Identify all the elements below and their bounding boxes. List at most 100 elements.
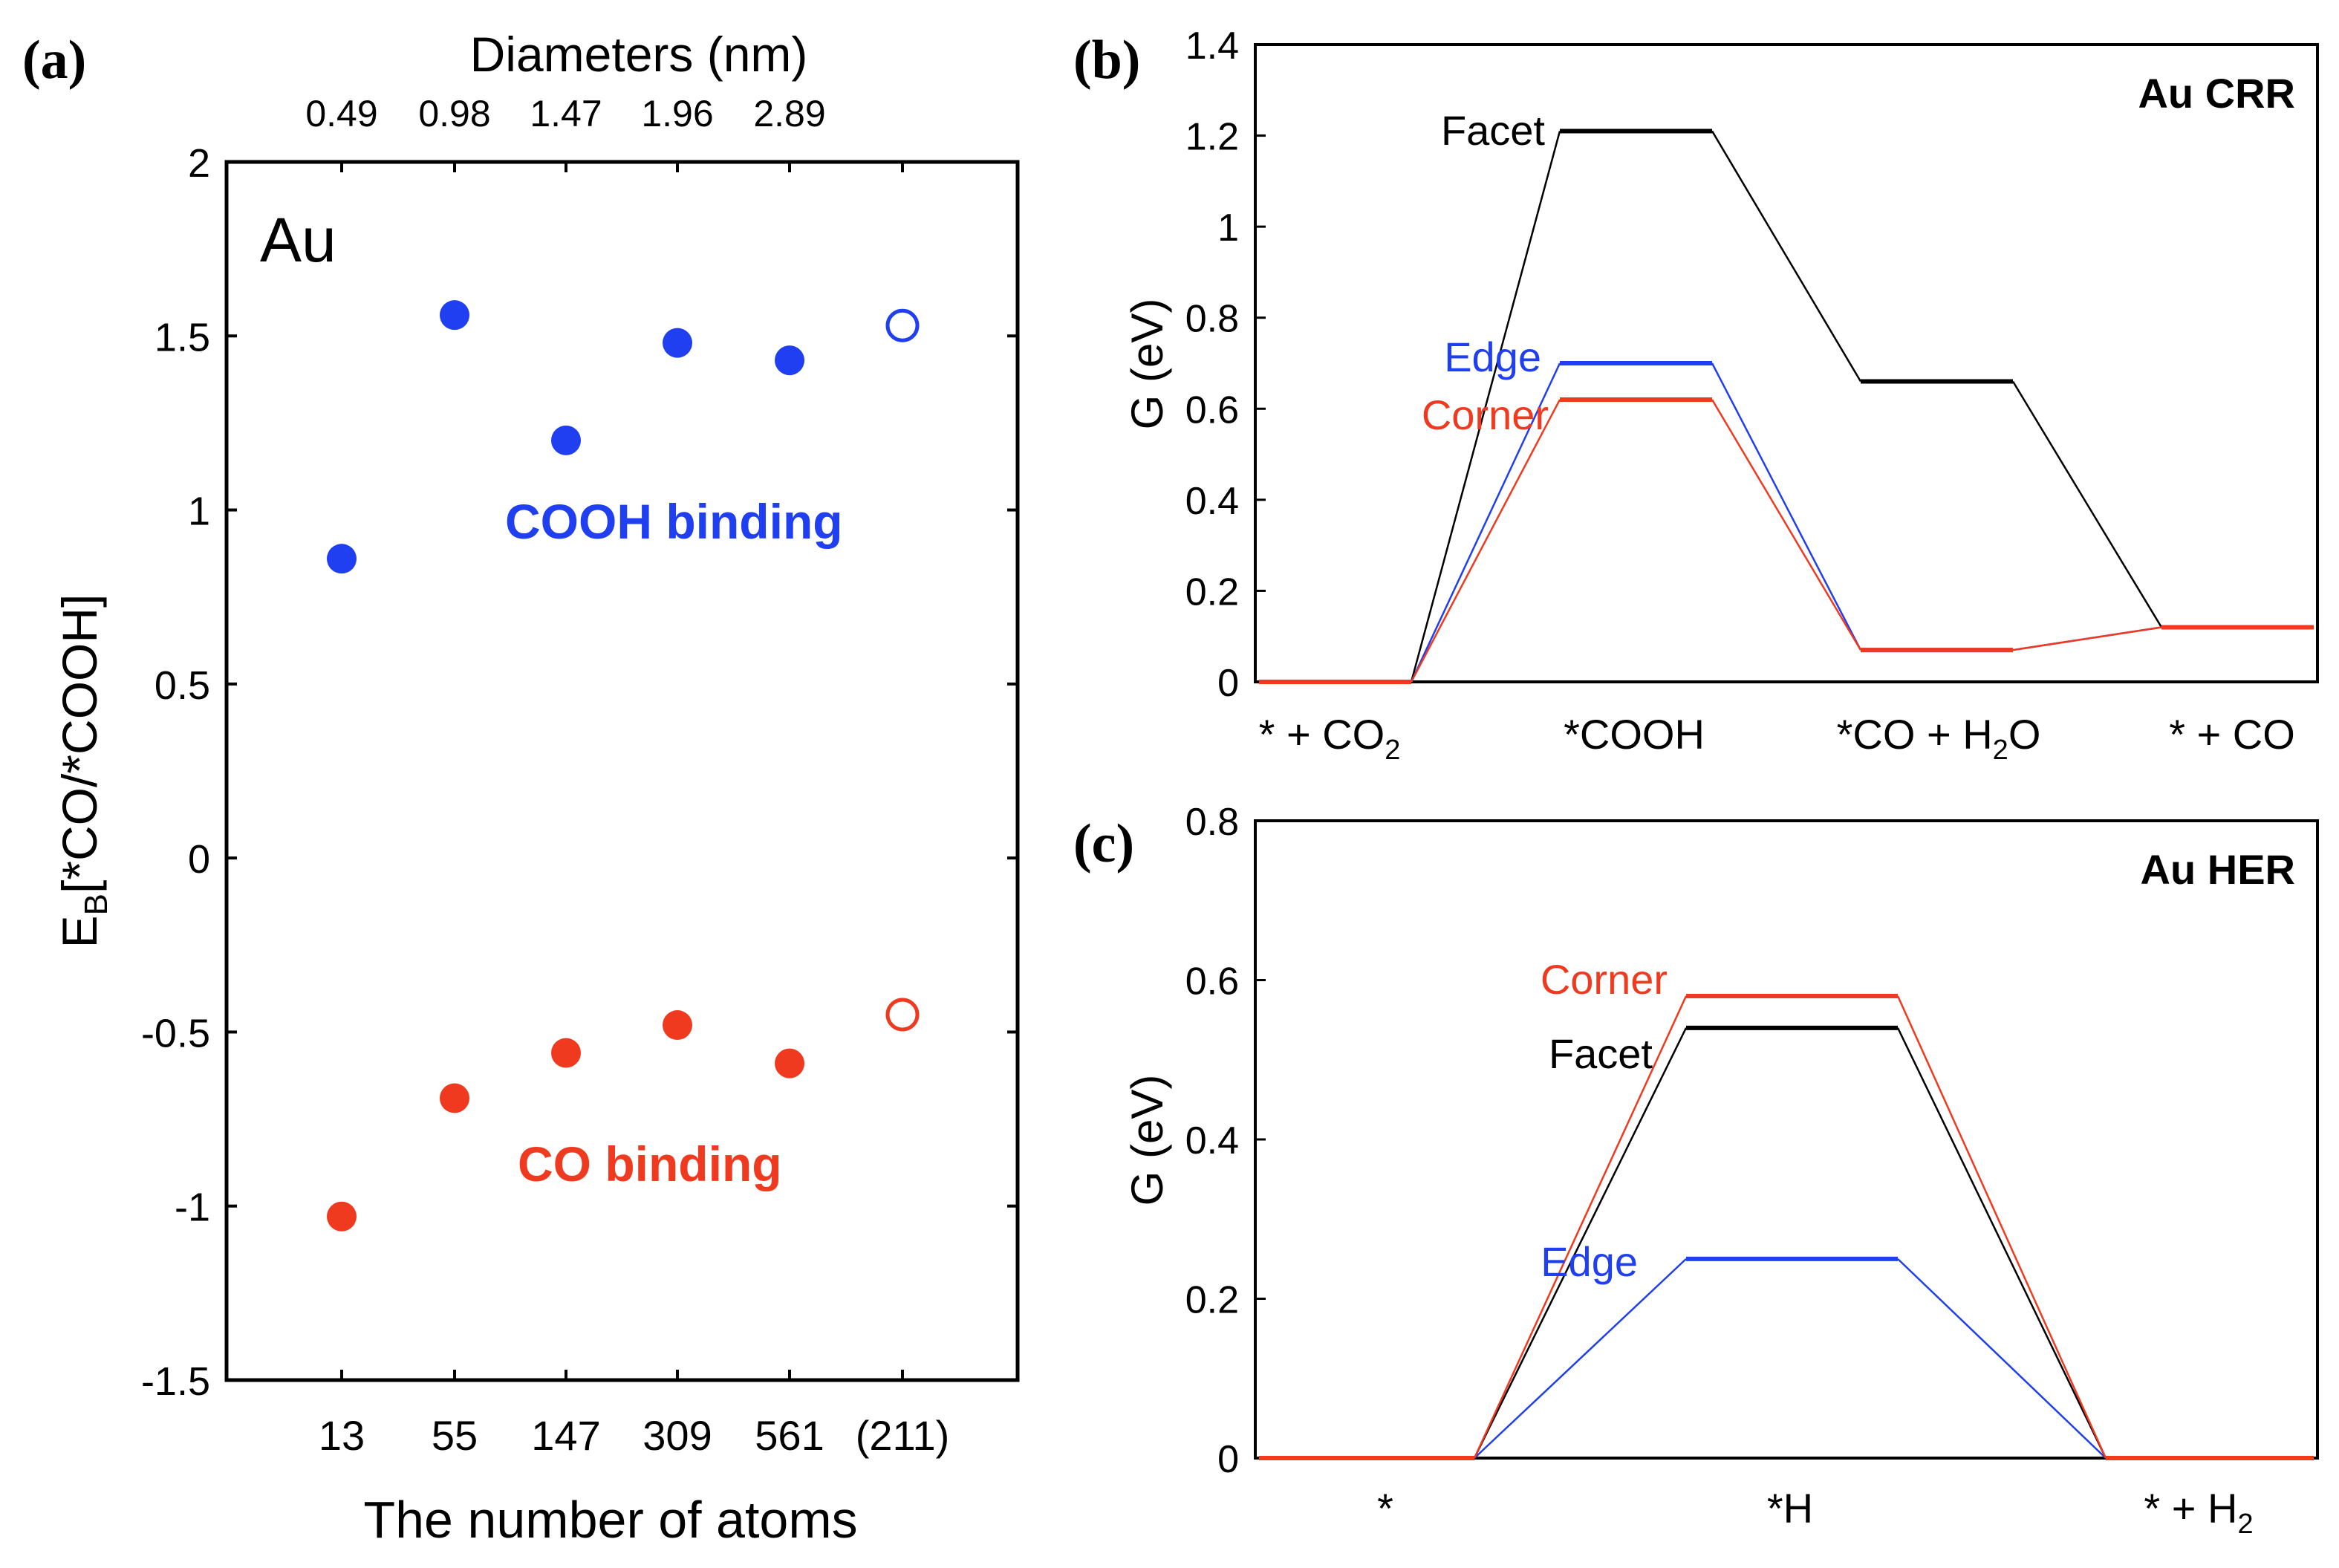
plot-frame-b xyxy=(1254,43,2319,683)
connector-edge xyxy=(1897,1258,2107,1459)
connector-facet xyxy=(1711,130,1862,383)
state-co: * + CO xyxy=(2169,711,2295,758)
y-tick-label: -1.5 xyxy=(141,1359,210,1404)
panel-a: (a) Diameters (nm) 0.49 0.98 1.47 1.96 2.89 … xyxy=(22,27,1020,1549)
legend-corner-b: Corner xyxy=(1422,391,1549,438)
y-tick-label: 0.6 xyxy=(1185,388,1239,432)
connector-corner xyxy=(1473,995,1688,1459)
y-tick-label: -1 xyxy=(175,1185,210,1230)
panel-c-title: Au HER xyxy=(2141,846,2295,893)
energy-paths-b xyxy=(1259,129,2314,684)
y-tick-label: 0.8 xyxy=(1185,801,1239,844)
panel-b: (b) Au CRR G (eV) 1.4 1.2 1 0.8 0.6 0.4 0.2 0 *… xyxy=(1073,25,2319,766)
connector-facet xyxy=(2011,380,2163,628)
annotation-co: CO binding xyxy=(518,1136,782,1191)
cooh-point xyxy=(663,328,692,358)
x-axis-ticks-a: 13 55 147 309 561 (211) xyxy=(319,162,949,1459)
co-point xyxy=(440,1083,469,1113)
y-tick-label: 0.5 xyxy=(154,663,210,708)
top-tick-label: 2.89 xyxy=(753,93,825,134)
co-point xyxy=(775,1048,804,1079)
connector-facet xyxy=(1473,1027,1688,1459)
y-tick-label: 0.4 xyxy=(1185,1119,1239,1162)
plot-frame-a xyxy=(224,160,1020,1382)
connector-edge xyxy=(1474,1258,1687,1459)
y-tick-label: 0.4 xyxy=(1185,480,1239,523)
element-label: Au xyxy=(260,205,336,275)
y-label-rest: [*CO/*COOH] xyxy=(52,594,107,894)
co-point xyxy=(885,998,920,1032)
panel-a-label: (a) xyxy=(22,30,86,91)
x-axis-states-c: * *H * + H2 xyxy=(1377,1485,2254,1540)
x-axis-title-a: The number of atoms xyxy=(363,1491,857,1549)
connector-edge xyxy=(1410,362,1561,683)
x-axis-states-b: * + CO2 *COOH *CO + H2O * + CO xyxy=(1259,711,2295,766)
y-axis-ticks-a: 2 1.5 1 0.5 0 -0.5 -1 -1.5 xyxy=(141,141,1018,1404)
y-tick-label: 1.4 xyxy=(1185,25,1239,68)
y-tick-label: 1 xyxy=(1217,206,1239,250)
annotation-cooh: COOH binding xyxy=(505,494,843,549)
x-tick-label: 561 xyxy=(755,1412,824,1459)
co-point xyxy=(551,1038,581,1068)
connector-edge xyxy=(1711,362,1862,651)
legend-facet-b: Facet xyxy=(1441,107,1545,154)
co-point xyxy=(663,1010,692,1041)
co-point xyxy=(327,1201,357,1232)
connector-corner xyxy=(1896,995,2107,1459)
panel-b-title: Au CRR xyxy=(2138,70,2295,117)
y-tick-label: 1.2 xyxy=(1185,116,1239,159)
energy-paths-c xyxy=(1259,993,2314,1460)
legend-facet-c: Facet xyxy=(1549,1030,1653,1077)
legend-corner-c: Corner xyxy=(1541,956,1668,1003)
x-tick-label: 147 xyxy=(531,1412,600,1459)
cooh-point xyxy=(440,300,469,331)
x-tick-label: 55 xyxy=(432,1412,478,1459)
state-cooh: *COOH xyxy=(1564,711,1705,758)
y-tick-label: 0.6 xyxy=(1185,960,1239,1003)
cooh-point xyxy=(327,544,357,574)
top-axis-title: Diameters (nm) xyxy=(470,27,808,82)
state-h: *H xyxy=(1767,1485,1813,1532)
x-tick-label: (211) xyxy=(856,1412,950,1459)
y-axis-title-a: EB[*CO/*COOH] xyxy=(52,594,114,949)
y-tick-label: 0.2 xyxy=(1185,1279,1239,1322)
y-label-subscript: B xyxy=(78,894,114,915)
panel-c: (c) Au HER G (eV) 0.8 0.6 0.4 0.2 0 * *H * +… xyxy=(1073,801,2319,1540)
y-tick-label: 1.5 xyxy=(154,315,210,360)
plot-frame-c xyxy=(1254,819,2319,1460)
y-tick-label: 0.2 xyxy=(1185,570,1239,614)
cooh-point xyxy=(775,345,804,376)
top-tick-label: 0.98 xyxy=(418,93,490,134)
y-tick-label: 1 xyxy=(188,489,210,534)
y-axis-title-b: G (eV) xyxy=(1122,299,1172,430)
connector-corner xyxy=(1410,399,1561,683)
connector-facet xyxy=(1410,131,1561,683)
x-tick-label: 13 xyxy=(319,1412,365,1459)
state-co-h2o: *CO + H2O xyxy=(1837,711,2041,766)
cooh-point xyxy=(551,425,581,455)
legend-edge-b: Edge xyxy=(1444,334,1541,380)
legend-edge-c: Edge xyxy=(1541,1238,1638,1285)
state-h2: * + H2 xyxy=(2144,1485,2253,1540)
panel-c-label: (c) xyxy=(1073,813,1134,874)
y-axis-title-c: G (eV) xyxy=(1122,1075,1172,1206)
y-label-main: E xyxy=(52,915,107,948)
state-star: * xyxy=(1377,1485,1393,1532)
connector-corner xyxy=(1711,399,1862,651)
y-tick-label: -0.5 xyxy=(141,1011,210,1055)
state-co2: * + CO2 xyxy=(1259,711,1401,766)
data-points-a xyxy=(327,300,920,1232)
y-tick-label: 0 xyxy=(1217,1438,1239,1481)
top-tick-label: 0.49 xyxy=(305,93,377,134)
connector-corner xyxy=(2012,626,2162,651)
y-axis-ticks-b: 1.4 1.2 1 0.8 0.6 0.4 0.2 0 xyxy=(1185,25,1266,705)
y-axis-ticks-c: 0.8 0.6 0.4 0.2 0 xyxy=(1185,801,1266,1481)
y-tick-label: 0.8 xyxy=(1185,298,1239,341)
top-axis-ticks: 0.49 0.98 1.47 1.96 2.89 xyxy=(305,93,825,134)
top-tick-label: 1.96 xyxy=(641,93,713,134)
y-tick-label: 2 xyxy=(188,141,210,186)
y-tick-label: 0 xyxy=(188,837,210,882)
y-tick-label: 0 xyxy=(1217,662,1239,705)
x-tick-label: 309 xyxy=(643,1412,712,1459)
